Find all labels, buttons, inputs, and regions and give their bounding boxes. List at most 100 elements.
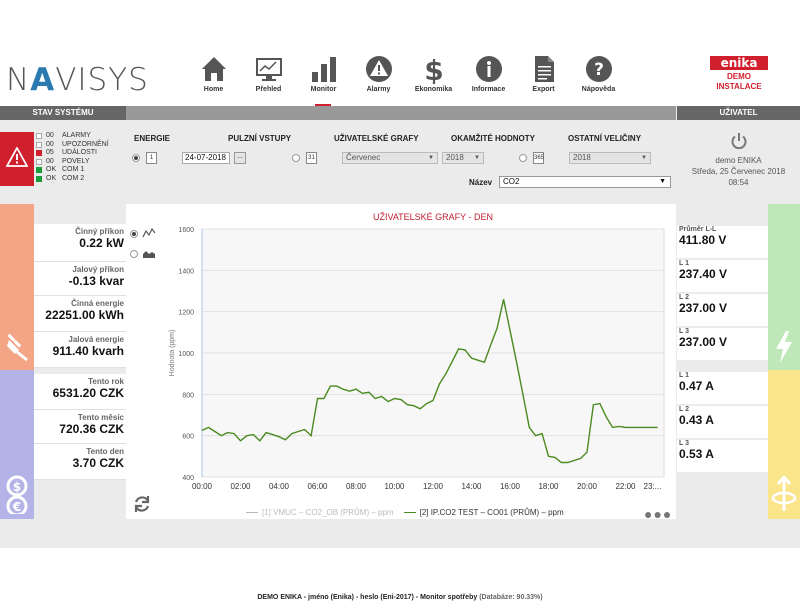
svg-text:$: $ — [13, 480, 21, 494]
radio-year[interactable] — [519, 154, 527, 162]
left-panel: $ € Činný příkon 0.22 kW Jalový příkon -0.1… — [0, 204, 126, 519]
year-select[interactable]: 2018 ▼ — [569, 152, 651, 164]
power-stripe — [0, 204, 34, 370]
nav-label: Home — [203, 86, 224, 93]
tab-pulzni-vstupy[interactable]: PULZNÍ VSTUPY — [228, 134, 292, 143]
app-window: NAVISYS Home Přehled Monitor Alarmy $ Ek… — [0, 48, 800, 601]
cost-year: Tento rok 6531.20 CZK — [34, 374, 126, 410]
nav-export[interactable]: Export — [516, 52, 571, 102]
date-input[interactable]: 24-07-2018 — [182, 152, 230, 164]
document-icon — [534, 56, 554, 82]
x-tick-label: 06:00 — [307, 482, 328, 491]
status-indicator — [36, 158, 42, 165]
warning-icon — [6, 147, 28, 167]
tab-okamzite-hodnoty[interactable]: OKAMŽITÉ HODNOTY — [451, 134, 535, 143]
x-tick-label: 18:00 — [538, 482, 559, 491]
calendar-day-icon[interactable]: 1 — [146, 152, 157, 164]
x-tick-label: 08:00 — [346, 482, 367, 491]
plug-icon — [7, 333, 28, 362]
cost-stripe: $ € — [0, 370, 34, 519]
calendar-year-icon[interactable]: 365 — [533, 152, 544, 164]
title-bar — [126, 106, 676, 120]
user-name: demo ENIKA — [715, 156, 762, 165]
radio-line-chart[interactable] — [130, 230, 138, 238]
area-chart-icon[interactable] — [142, 248, 156, 258]
nav-alarmy[interactable]: Alarmy — [351, 52, 406, 102]
voltage-stripe — [768, 204, 800, 370]
y-tick-label: 1200 — [178, 310, 194, 317]
nav-informace[interactable]: Informace — [461, 52, 516, 102]
x-tick-label: 12:00 — [423, 482, 444, 491]
monitor-icon — [255, 58, 282, 81]
demo-label: DEMO INSTALACE — [716, 72, 762, 91]
refresh-icon[interactable] — [132, 494, 152, 514]
x-tick-label: 22:00 — [615, 482, 636, 491]
name-select[interactable]: CO2 ▼ — [499, 176, 671, 188]
y-tick-label: 800 — [182, 392, 194, 399]
home-icon — [201, 57, 226, 81]
status-row-com1: OK COM 1 — [36, 166, 109, 175]
status-indicator — [36, 175, 42, 182]
alarm-warning-box[interactable] — [0, 132, 34, 186]
nav-napoveda[interactable]: ? Nápověda — [571, 52, 626, 102]
nav-home[interactable]: Home — [186, 52, 241, 102]
more-options-icon[interactable]: ●●● — [644, 506, 673, 522]
enika-brand: enika — [710, 56, 768, 70]
tab-ostatni-veliciny[interactable]: OSTATNÍ VELIČINY — [568, 134, 642, 143]
series-line-2 — [201, 299, 658, 464]
svg-text:?: ? — [594, 60, 604, 80]
chart-title: UŽIVATELSKÉ GRAFY - DEN — [373, 212, 493, 222]
dollar-icon: $ — [424, 54, 443, 84]
month-select[interactable]: Červenec ▼ — [342, 152, 438, 164]
radio-area-chart[interactable] — [130, 250, 138, 258]
radio-day[interactable] — [132, 154, 140, 162]
cost-day: Tento den 3.70 CZK — [34, 444, 126, 480]
current-l1: L 1 0.47 A — [677, 372, 768, 404]
date-picker-button[interactable]: ... — [234, 152, 246, 164]
footer: DEMO ENIKA - jméno (Enika) - heslo (Eni-… — [257, 594, 543, 601]
voltage-avg: Průměr L-L 411.80 V — [677, 226, 768, 258]
nav-label: Monitor — [310, 86, 337, 93]
nav-monitor[interactable]: Monitor — [296, 52, 351, 110]
chart-area: UŽIVATELSKÉ GRAFY - DEN 400 600 800 1000 1200… — [126, 204, 676, 522]
nav-prehled[interactable]: Přehled — [241, 52, 296, 102]
x-tick-label: 10:00 — [384, 482, 405, 491]
legend-item-series-1[interactable]: [1] VMUC – CO2_OB (PRŮM) – ppm — [246, 508, 394, 517]
year-select-month[interactable]: 2018 ▼ — [442, 152, 484, 164]
x-tick-label: 02:00 — [230, 482, 251, 491]
nav-label: Nápověda — [581, 86, 616, 93]
status-row-udalosti: 05 UDÁLOSTI — [36, 149, 109, 158]
x-tick-label: 00:00 — [192, 482, 213, 491]
tab-energie[interactable]: ENERGIE — [134, 134, 171, 143]
nav-label: Přehled — [255, 86, 282, 93]
status-indicator — [36, 167, 42, 174]
voltage-l2: L 2 237.00 V — [677, 294, 768, 326]
graph-controls: ENERGIE PULZNÍ VSTUPY UŽIVATELSKÉ GRAFY … — [126, 126, 676, 196]
power-icon[interactable] — [730, 132, 748, 150]
legend-item-series-2[interactable]: [2] IP.CO2 TEST – CO01 (PRŮM) – ppm — [403, 508, 564, 517]
nav-label: Ekonomika — [414, 86, 453, 93]
line-chart-icon[interactable] — [142, 228, 156, 238]
tab-uzivatelske-grafy[interactable]: UŽIVATELSKÉ GRAFY — [334, 134, 419, 143]
status-row-com2: OK COM 2 — [36, 175, 109, 184]
bar-chart-icon — [311, 57, 336, 82]
calendar-month-icon[interactable]: 31 — [306, 152, 317, 164]
y-axis-label: Hodnota (ppm) — [169, 330, 176, 377]
current-icon — [771, 476, 797, 511]
cost-month: Tento měsíc 720.36 CZK — [34, 410, 126, 444]
lightning-icon — [776, 331, 792, 363]
navisys-logo[interactable]: NAVISYS — [6, 62, 149, 98]
status-list: 00 ALARMY 00 UPOZORNĚNÍ 05 UDÁLOSTI 00 POVEL… — [36, 132, 109, 183]
chart-legend: [1] VMUC – CO2_OB (PRŮM) – ppm [2] IP.CO… — [246, 508, 574, 517]
current-l3: L 3 0.53 A — [677, 440, 768, 472]
current-stripe — [768, 370, 800, 519]
active-energy: Činná energie 22251.00 kWh — [34, 296, 126, 332]
help-icon: ? — [585, 56, 612, 82]
reactive-power: Jalový příkon -0.13 kvar — [34, 262, 126, 296]
status-row-alarmy: 00 ALARMY — [36, 132, 109, 141]
radio-month[interactable] — [292, 154, 300, 162]
y-tick-label: 1000 — [178, 351, 194, 358]
nav-ekonomika[interactable]: $ Ekonomika — [406, 52, 461, 102]
money-icon: $€ — [6, 475, 28, 514]
user-date: Středa, 25 Červenec 2018 — [691, 167, 786, 176]
